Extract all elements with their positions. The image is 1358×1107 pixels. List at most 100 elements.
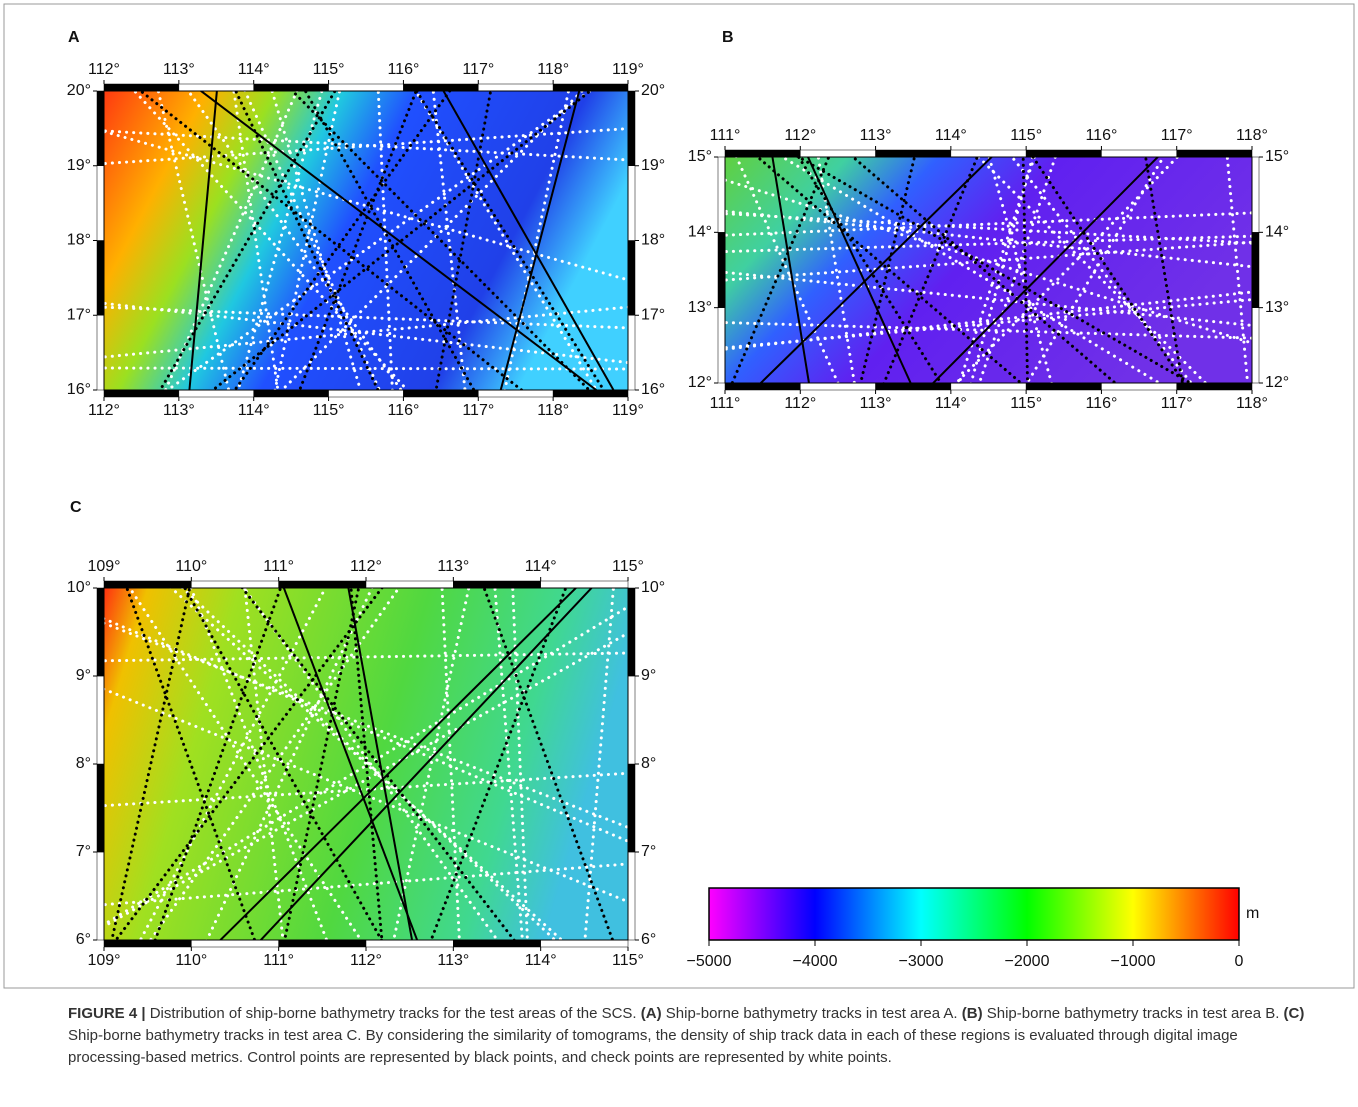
lat-tick-label: 20° [641, 82, 665, 99]
frame-band [540, 939, 629, 948]
track-check-points [493, 588, 524, 940]
lon-tick-label: 113° [860, 127, 892, 144]
frame-band [950, 149, 1027, 158]
lon-tick-label: 118° [537, 402, 569, 419]
track-control-points [283, 588, 361, 940]
caption: FIGURE 4 | Distribution of ship-borne ba… [68, 1003, 1308, 1069]
frame-band [103, 83, 180, 92]
lon-tick-label: 113° [437, 558, 469, 575]
lon-tick-label: 116° [1085, 395, 1117, 412]
lon-tick-label: 114° [935, 127, 967, 144]
panel-label: A [68, 29, 80, 46]
track-control-points [290, 91, 592, 390]
lat-tick-label: 16° [67, 381, 91, 398]
track-control-points [233, 91, 452, 390]
track-line [771, 157, 810, 383]
track-control-points [153, 588, 283, 940]
lat-tick-label: 8° [641, 755, 656, 772]
lat-tick-label: 6° [641, 931, 656, 948]
caption-text: Ship-borne bathymetry tracks in test are… [982, 1005, 1284, 1022]
track-check-points [104, 129, 628, 282]
track-check-points [104, 862, 628, 907]
frame-band [96, 90, 105, 166]
colorbar [708, 887, 1240, 941]
track-check-points [232, 91, 280, 390]
track-check-points [128, 588, 363, 940]
track-check-points [725, 298, 1252, 350]
track-control-points [1021, 157, 1030, 383]
frame-band [875, 149, 952, 158]
frame-band [191, 580, 279, 589]
track-check-points [725, 240, 1252, 282]
caption-bold: (C) [1283, 1005, 1305, 1022]
colorbar-unit: m [1246, 905, 1259, 922]
track-line [759, 157, 994, 383]
track-control-points [349, 588, 384, 940]
frame-band [96, 675, 105, 765]
track-control-points [138, 91, 524, 390]
track-check-points [138, 588, 328, 940]
track-control-points [850, 157, 1118, 383]
lon-tick-label: 112° [784, 127, 816, 144]
frame-band [278, 939, 367, 948]
lon-tick-label: 114° [935, 395, 967, 412]
frame-band [875, 382, 952, 391]
frame-band [96, 587, 105, 677]
lon-tick-label: 113° [163, 61, 195, 78]
track-line [188, 91, 218, 390]
track-check-points [954, 157, 1180, 383]
lon-tick-label: 112° [88, 61, 120, 78]
lon-tick-label: 111° [710, 395, 741, 412]
track-check-points [734, 157, 840, 383]
lat-tick-label: 15° [1265, 148, 1289, 165]
frame-band [1251, 156, 1260, 233]
map-frame [724, 156, 1253, 384]
track-check-points [440, 588, 461, 940]
frame-band [552, 83, 629, 92]
track-check-points [376, 91, 394, 390]
frame-band [717, 156, 726, 233]
frame-band [253, 389, 329, 398]
lon-tick-label: 119° [612, 61, 644, 78]
frame-band [478, 83, 554, 92]
caption-bold: (A) [640, 1005, 662, 1022]
frame-band [253, 83, 329, 92]
frame-band [800, 149, 876, 158]
track-check-points [511, 588, 529, 940]
colorbar-tick-label: −5000 [687, 953, 732, 970]
frame-band [627, 851, 636, 941]
lat-tick-label: 17° [67, 306, 91, 323]
frame-band [178, 389, 254, 398]
lon-tick-label: 113° [860, 395, 892, 412]
track-check-points [957, 157, 1037, 383]
track-check-points [413, 91, 599, 390]
panel-label: B [722, 29, 734, 46]
frame-band [96, 851, 105, 941]
lat-tick-label: 10° [641, 579, 665, 596]
lat-tick-label: 20° [67, 82, 91, 99]
track-control-points [1144, 157, 1184, 383]
frame-band [453, 580, 541, 589]
track-check-points [104, 651, 628, 663]
track-check-points [725, 290, 1252, 351]
track-control-points [434, 91, 493, 390]
frame-band [717, 232, 726, 308]
track-control-points [298, 91, 418, 390]
track-control-points [110, 588, 192, 940]
colorbar-tick-label: −2000 [1005, 953, 1050, 970]
frame-band [403, 389, 479, 398]
track-check-points [725, 321, 1252, 340]
colorbar-tick-label: 0 [1235, 953, 1244, 970]
track-check-points [431, 91, 467, 390]
lon-tick-label: 117° [1161, 395, 1193, 412]
track-check-points [725, 234, 1252, 254]
lat-tick-label: 13° [1265, 299, 1289, 316]
track-control-points [482, 588, 615, 940]
track-check-points [104, 127, 628, 166]
track-check-points [132, 91, 410, 390]
lon-tick-label: 115° [313, 61, 345, 78]
lon-tick-label: 114° [238, 61, 270, 78]
lon-tick-label: 115° [612, 952, 644, 969]
lon-tick-label: 112° [88, 402, 120, 419]
track-check-points [779, 157, 1163, 383]
